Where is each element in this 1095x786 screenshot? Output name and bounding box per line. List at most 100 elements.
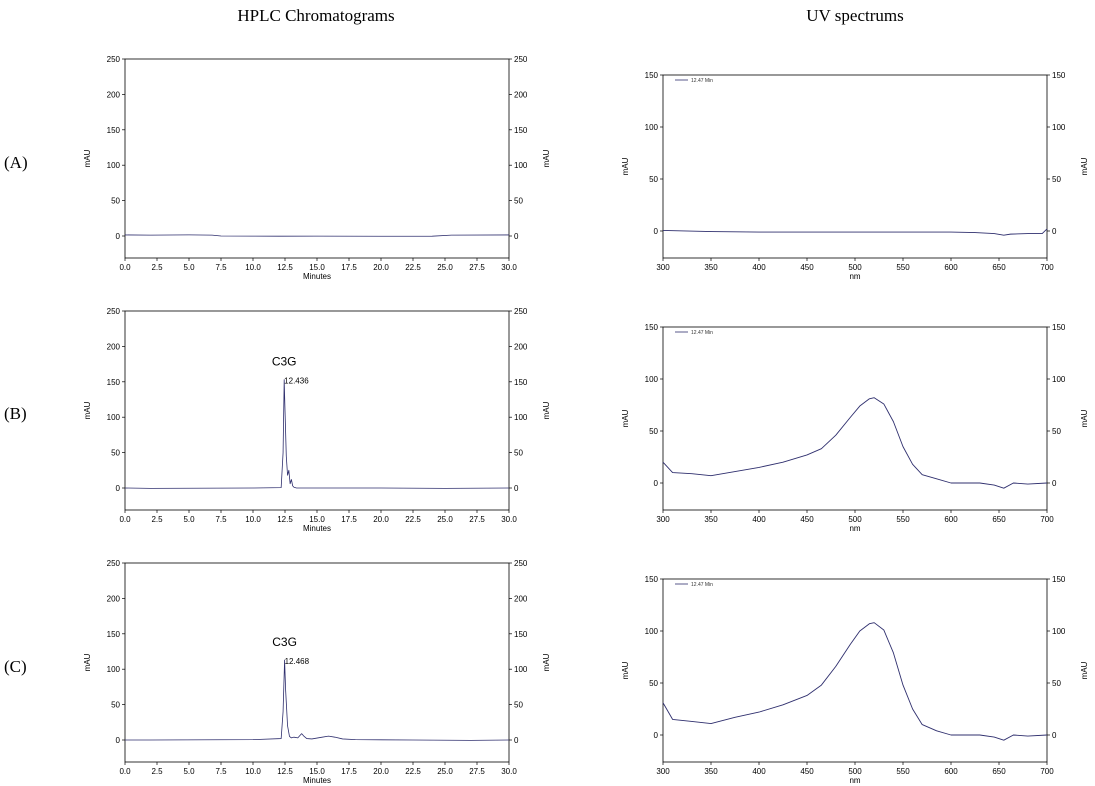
y-tick-label-left: 150: [107, 378, 121, 387]
x-tick-label: 450: [800, 767, 814, 776]
y-tick-label-right: 100: [514, 161, 528, 170]
y-tick-label-right: 50: [514, 449, 523, 458]
x-tick-label: 17.5: [341, 263, 357, 272]
y-tick-label-right: 100: [1052, 375, 1066, 384]
x-tick-label: 350: [704, 515, 718, 524]
panel-C-uv: 300 350 400 450 500 550 600 650 700 0 0 50 50 100 100 1…: [621, 575, 1089, 785]
y-tick-label-left: 0: [116, 736, 121, 745]
panel-C-hplc: 0.0 2.5 5.0 7.5 10.0 12.5 15.0 17.5 20.0 22.5 25.0…: [83, 559, 551, 785]
series-line: [125, 659, 510, 741]
series-line: [662, 228, 1048, 236]
y-tick-label-left: 250: [107, 55, 121, 64]
y-axis-label-left: mAU: [83, 149, 92, 167]
x-tick-label: 400: [752, 263, 766, 272]
row-label-b: (B): [4, 404, 27, 423]
series-line: [124, 234, 510, 237]
panel-A-hplc: 0.0 2.5 5.0 7.5 10.0 12.5 15.0 17.5 20.0 22.5 25.0…: [83, 55, 551, 281]
y-tick-label-right: 250: [514, 307, 528, 316]
plot-frame: [662, 74, 1048, 259]
x-tick-label: 25.0: [437, 263, 453, 272]
y-tick-label-right: 100: [514, 665, 528, 674]
y-tick-label-right: 200: [514, 342, 528, 351]
x-tick-label: 500: [848, 767, 862, 776]
y-tick-label-left: 150: [645, 575, 659, 584]
y-tick-label-left: 50: [111, 197, 120, 206]
x-tick-label: 22.5: [405, 515, 421, 524]
y-axis-label-right: mAU: [542, 653, 551, 671]
y-tick-label-left: 200: [107, 594, 121, 603]
x-tick-label: 5.0: [183, 515, 195, 524]
x-tick-label: 20.0: [373, 263, 389, 272]
x-tick-label: 0.0: [119, 515, 131, 524]
series-line: [662, 397, 1048, 489]
x-axis-label: Minutes: [303, 776, 331, 785]
x-tick-label: 10.0: [245, 515, 261, 524]
y-tick-label-right: 50: [1052, 679, 1061, 688]
x-tick-label: 25.0: [437, 515, 453, 524]
y-tick-label-right: 100: [1052, 627, 1066, 636]
x-tick-label: 400: [752, 767, 766, 776]
y-tick-label-left: 50: [111, 701, 120, 710]
y-tick-label-right: 0: [1052, 227, 1057, 236]
x-tick-label: 700: [1040, 767, 1054, 776]
x-tick-label: 500: [848, 263, 862, 272]
y-tick-label-left: 100: [107, 413, 121, 422]
y-tick-label-left: 50: [649, 175, 658, 184]
x-tick-label: 20.0: [373, 767, 389, 776]
y-axis-label-left: mAU: [83, 653, 92, 671]
x-tick-label: 650: [992, 515, 1006, 524]
y-axis-label-left: mAU: [621, 157, 630, 175]
x-tick-label: 700: [1040, 263, 1054, 272]
peak-retention-label: 12.468: [285, 657, 310, 666]
y-axis-label-right: mAU: [1080, 661, 1089, 679]
series-line: [124, 379, 510, 489]
y-tick-label-right: 250: [514, 55, 528, 64]
x-tick-label: 30.0: [501, 515, 517, 524]
compound-annotation: C3G: [272, 635, 297, 649]
x-tick-label: 12.5: [277, 263, 293, 272]
y-axis-label-right: mAU: [542, 401, 551, 419]
y-tick-label-right: 0: [514, 484, 519, 493]
x-tick-label: 15.0: [309, 515, 325, 524]
x-tick-label: 350: [704, 767, 718, 776]
x-tick-label: 450: [800, 263, 814, 272]
y-tick-label-left: 50: [649, 679, 658, 688]
x-tick-label: 30.0: [501, 767, 517, 776]
x-axis-label: nm: [849, 524, 860, 533]
y-axis-label-left: mAU: [83, 401, 92, 419]
x-axis-label: Minutes: [303, 524, 331, 533]
legend-entry: 12.47 Min: [691, 330, 713, 336]
y-tick-label-left: 50: [111, 449, 120, 458]
y-tick-label-left: 150: [107, 126, 121, 135]
x-tick-label: 25.0: [437, 767, 453, 776]
y-tick-label-right: 150: [1052, 575, 1066, 584]
y-tick-label-left: 0: [654, 731, 659, 740]
y-tick-label-right: 150: [1052, 71, 1066, 80]
x-tick-label: 27.5: [469, 767, 485, 776]
compound-annotation: C3G: [272, 355, 297, 369]
y-tick-label-right: 0: [514, 232, 519, 241]
x-tick-label: 17.5: [341, 767, 357, 776]
plot-frame: [124, 310, 510, 511]
x-axis-label: Minutes: [303, 272, 331, 281]
x-tick-label: 7.5: [215, 263, 227, 272]
x-tick-label: 10.0: [245, 767, 261, 776]
x-tick-label: 27.5: [469, 263, 485, 272]
x-tick-label: 10.0: [245, 263, 261, 272]
y-tick-label-right: 200: [514, 90, 528, 99]
legend-entry: 12.47 Min: [691, 78, 713, 84]
x-tick-label: 30.0: [501, 263, 517, 272]
y-tick-label-right: 150: [1052, 323, 1066, 332]
y-tick-label-left: 100: [645, 123, 659, 132]
x-tick-label: 2.5: [151, 767, 163, 776]
x-tick-label: 7.5: [215, 515, 227, 524]
x-tick-label: 650: [992, 767, 1006, 776]
x-tick-label: 2.5: [151, 515, 163, 524]
x-tick-label: 300: [656, 515, 670, 524]
y-axis-label-right: mAU: [1080, 157, 1089, 175]
x-tick-label: 20.0: [373, 515, 389, 524]
y-tick-label-left: 100: [645, 375, 659, 384]
y-tick-label-left: 200: [107, 342, 121, 351]
y-tick-label-right: 200: [514, 594, 528, 603]
x-tick-label: 650: [992, 263, 1006, 272]
